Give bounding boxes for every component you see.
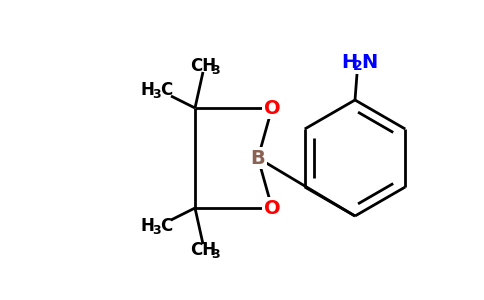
Text: H: H [341, 52, 357, 71]
Text: C: C [160, 217, 172, 235]
Text: 2: 2 [353, 59, 363, 73]
Text: N: N [361, 52, 377, 71]
Text: CH: CH [190, 57, 216, 75]
Text: CH: CH [190, 241, 216, 259]
Text: C: C [160, 81, 172, 99]
Text: O: O [264, 98, 280, 118]
Text: 3: 3 [152, 88, 161, 100]
Text: 3: 3 [152, 224, 161, 236]
Text: 3: 3 [211, 248, 219, 260]
Text: 3: 3 [211, 64, 219, 76]
Text: H: H [141, 217, 155, 235]
Text: O: O [264, 199, 280, 218]
Text: H: H [141, 81, 155, 99]
Text: B: B [251, 148, 265, 167]
